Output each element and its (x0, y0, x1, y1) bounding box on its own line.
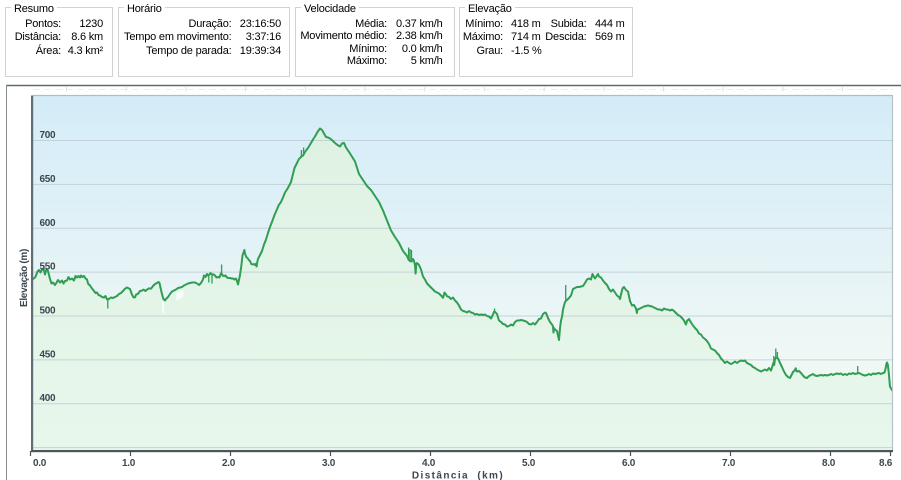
svg-text:8.0: 8.0 (822, 458, 836, 469)
svg-text:650: 650 (40, 174, 57, 185)
svg-text:0.0: 0.0 (33, 458, 47, 469)
svg-text:400: 400 (40, 393, 57, 404)
svg-text:Distância (km): Distância (km) (412, 471, 504, 480)
svg-text:Elevação (m): Elevação (m) (19, 249, 30, 307)
svg-text:6.0: 6.0 (622, 458, 636, 469)
svg-text:700: 700 (40, 130, 57, 141)
svg-text:550: 550 (40, 262, 57, 273)
svg-text:450: 450 (40, 349, 57, 360)
svg-text:5.0: 5.0 (522, 458, 536, 469)
svg-text:2.0: 2.0 (222, 458, 236, 469)
svg-text:7.0: 7.0 (722, 458, 736, 469)
svg-text:600: 600 (40, 218, 57, 229)
svg-text:4.0: 4.0 (422, 458, 436, 469)
svg-text:500: 500 (40, 306, 57, 317)
svg-text:8.6: 8.6 (879, 458, 893, 469)
svg-text:3.0: 3.0 (322, 458, 336, 469)
svg-text:1.0: 1.0 (122, 458, 136, 469)
